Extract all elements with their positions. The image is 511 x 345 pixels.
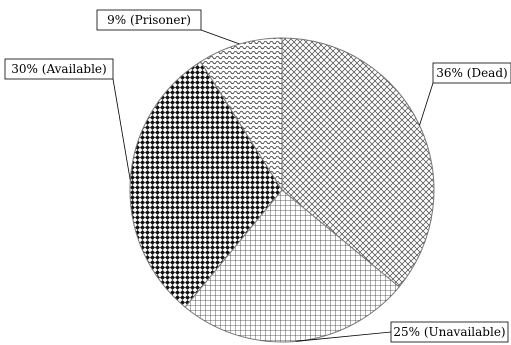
data-label-available: 30% (Available)	[11, 62, 106, 76]
data-label-unavailable: 25% (Unavailable)	[393, 325, 505, 339]
pie-slice-prisoner	[199, 37, 283, 192]
leader-line-unavailable	[296, 331, 392, 342]
label-box-prisoner	[96, 9, 202, 31]
label-box-available	[4, 58, 114, 80]
label-box-dead	[432, 62, 511, 84]
label-box-unavailable	[390, 321, 509, 343]
pie-slice-available	[129, 60, 283, 308]
leader-line-prisoner	[200, 29, 240, 45]
data-label-prisoner: 9% (Prisoner)	[107, 13, 191, 27]
leader-line-available	[112, 78, 131, 181]
leader-line-dead	[419, 82, 434, 126]
data-label-dead: 36% (Dead)	[436, 66, 507, 80]
pie-slice-dead	[281, 37, 435, 288]
